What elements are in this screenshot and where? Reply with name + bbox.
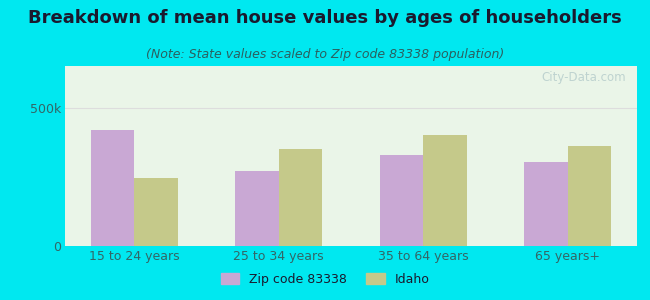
Bar	[423, 135, 467, 246]
Bar	[235, 171, 279, 246]
Text: (Note: State values scaled to Zip code 83338 population): (Note: State values scaled to Zip code 8…	[146, 48, 504, 61]
Bar	[380, 154, 423, 246]
Bar	[279, 149, 322, 246]
Bar	[135, 178, 177, 246]
Legend: Zip code 83338, Idaho: Zip code 83338, Idaho	[216, 268, 434, 291]
Text: City-Data.com: City-Data.com	[541, 71, 625, 84]
Bar	[567, 146, 611, 246]
Bar	[91, 130, 135, 246]
Bar	[525, 161, 567, 246]
Text: Breakdown of mean house values by ages of householders: Breakdown of mean house values by ages o…	[28, 9, 622, 27]
